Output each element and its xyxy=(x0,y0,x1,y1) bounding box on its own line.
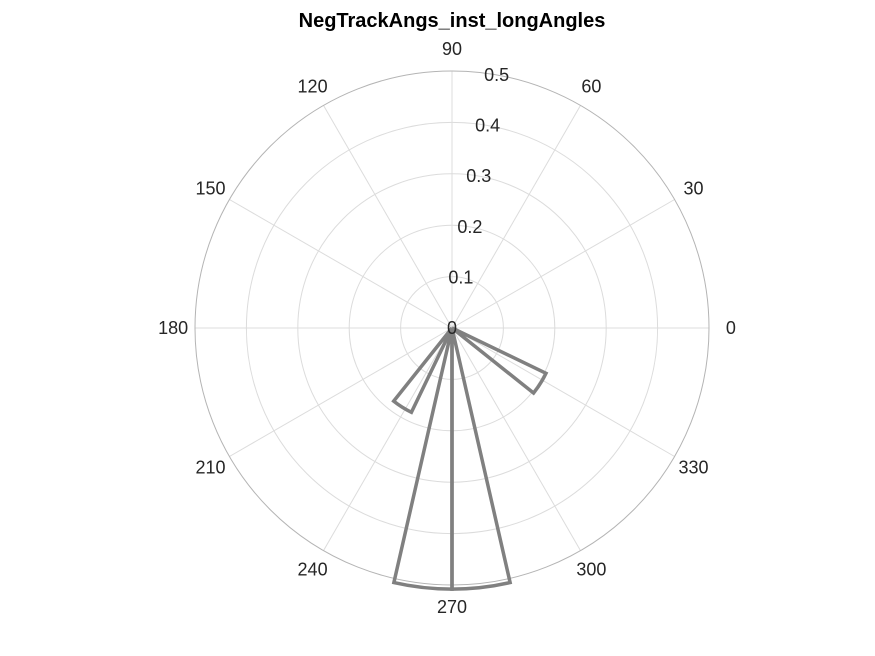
r-tick-label: 0.3 xyxy=(466,166,491,186)
theta-tick-label: 270 xyxy=(437,597,467,617)
histogram-bin xyxy=(450,327,513,591)
chart-title: NegTrackAngs_inst_longAngles xyxy=(299,10,606,32)
spoke-120 xyxy=(323,105,453,329)
theta-tick-label: 60 xyxy=(581,77,601,97)
theta-tick-label: 0 xyxy=(726,318,736,338)
spoke-300 xyxy=(451,327,581,551)
histogram-bin xyxy=(391,326,454,415)
r-tick-label: 0.4 xyxy=(475,116,500,136)
r-tick-label: 0.2 xyxy=(457,217,482,237)
r-tick-label: 0 xyxy=(447,318,457,338)
histogram-bins xyxy=(391,326,549,591)
theta-tick-label: 30 xyxy=(683,179,703,199)
theta-tick-label: 120 xyxy=(298,77,328,97)
histogram-bin xyxy=(450,326,549,396)
spoke-210 xyxy=(229,327,453,457)
r-tick-label: 0.1 xyxy=(448,267,473,287)
theta-tick-label: 240 xyxy=(298,559,328,579)
spoke-60 xyxy=(451,105,581,329)
spoke-240 xyxy=(323,327,453,551)
theta-tick-label: 330 xyxy=(678,457,708,477)
tick-labels: 0 30 60 90 120 150 180 210 240 270 300 330 0 0.1 0.2 0.… xyxy=(158,39,736,617)
theta-tick-label: 150 xyxy=(195,179,225,199)
spoke-150 xyxy=(229,199,453,329)
spoke-330 xyxy=(451,327,675,457)
theta-tick-label: 210 xyxy=(195,457,225,477)
theta-tick-label: 180 xyxy=(158,318,188,338)
spoke-30 xyxy=(451,199,675,329)
r-tick-label: 0.5 xyxy=(484,65,509,85)
theta-tick-label: 90 xyxy=(442,39,462,59)
polar-grid xyxy=(194,70,710,586)
theta-tick-label: 300 xyxy=(576,559,606,579)
